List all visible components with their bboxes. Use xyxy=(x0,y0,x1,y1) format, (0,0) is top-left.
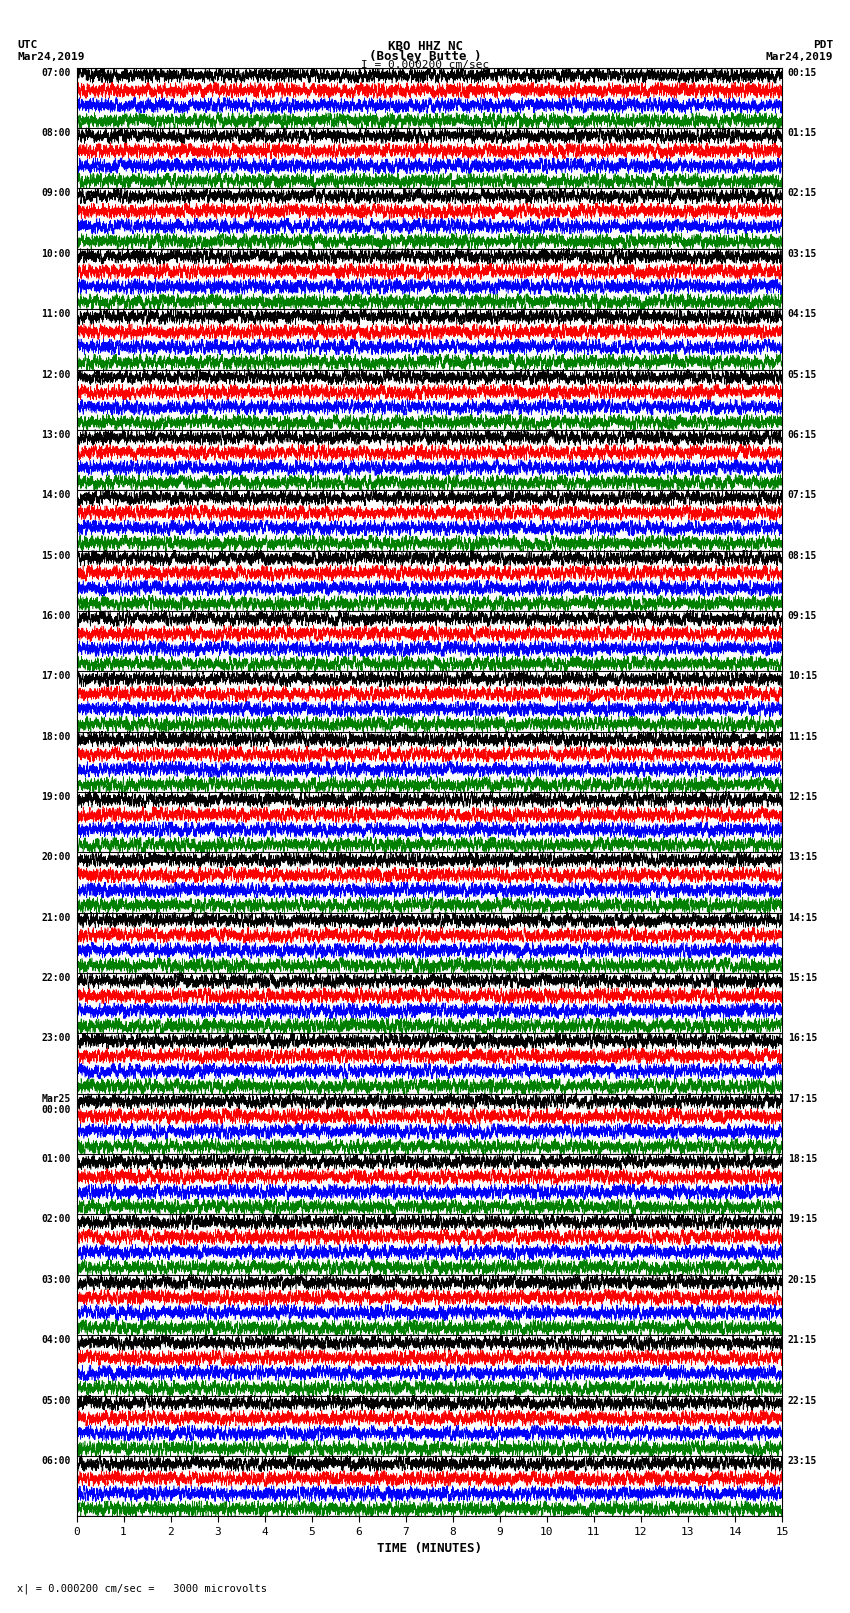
Text: I = 0.000200 cm/sec: I = 0.000200 cm/sec xyxy=(361,60,489,69)
Text: 05:00: 05:00 xyxy=(42,1395,71,1405)
Text: 01:00: 01:00 xyxy=(42,1155,71,1165)
Text: 16:00: 16:00 xyxy=(42,611,71,621)
Text: 02:15: 02:15 xyxy=(788,189,817,198)
Text: (Bosley Butte ): (Bosley Butte ) xyxy=(369,50,481,63)
Text: 08:15: 08:15 xyxy=(788,550,817,561)
Text: 23:00: 23:00 xyxy=(42,1034,71,1044)
Text: 18:15: 18:15 xyxy=(788,1155,817,1165)
Text: 19:00: 19:00 xyxy=(42,792,71,802)
Text: 13:00: 13:00 xyxy=(42,431,71,440)
Text: 22:00: 22:00 xyxy=(42,973,71,982)
Text: 15:00: 15:00 xyxy=(42,550,71,561)
Text: 06:00: 06:00 xyxy=(42,1457,71,1466)
Text: UTC: UTC xyxy=(17,40,37,50)
Text: 09:15: 09:15 xyxy=(788,611,817,621)
Text: 07:15: 07:15 xyxy=(788,490,817,500)
Text: Mar25
00:00: Mar25 00:00 xyxy=(42,1094,71,1115)
Text: 10:15: 10:15 xyxy=(788,671,817,681)
Text: Mar24,2019: Mar24,2019 xyxy=(17,52,84,61)
Text: 20:15: 20:15 xyxy=(788,1274,817,1286)
Text: 04:00: 04:00 xyxy=(42,1336,71,1345)
Text: x| = 0.000200 cm/sec =   3000 microvolts: x| = 0.000200 cm/sec = 3000 microvolts xyxy=(17,1582,267,1594)
Text: 00:15: 00:15 xyxy=(788,68,817,77)
Text: 19:15: 19:15 xyxy=(788,1215,817,1224)
Text: 05:15: 05:15 xyxy=(788,369,817,379)
Text: 03:15: 03:15 xyxy=(788,248,817,258)
Text: 17:15: 17:15 xyxy=(788,1094,817,1103)
X-axis label: TIME (MINUTES): TIME (MINUTES) xyxy=(377,1542,482,1555)
Text: Mar24,2019: Mar24,2019 xyxy=(766,52,833,61)
Text: 22:15: 22:15 xyxy=(788,1395,817,1405)
Text: 09:00: 09:00 xyxy=(42,189,71,198)
Text: 16:15: 16:15 xyxy=(788,1034,817,1044)
Text: 03:00: 03:00 xyxy=(42,1274,71,1286)
Text: 11:15: 11:15 xyxy=(788,732,817,742)
Text: PDT: PDT xyxy=(813,40,833,50)
Text: 12:15: 12:15 xyxy=(788,792,817,802)
Text: 17:00: 17:00 xyxy=(42,671,71,681)
Text: 15:15: 15:15 xyxy=(788,973,817,982)
Text: 23:15: 23:15 xyxy=(788,1457,817,1466)
Text: 12:00: 12:00 xyxy=(42,369,71,379)
Text: 06:15: 06:15 xyxy=(788,431,817,440)
Text: 13:15: 13:15 xyxy=(788,852,817,863)
Text: 04:15: 04:15 xyxy=(788,310,817,319)
Text: KBO HHZ NC: KBO HHZ NC xyxy=(388,40,462,53)
Text: 18:00: 18:00 xyxy=(42,732,71,742)
Text: 07:00: 07:00 xyxy=(42,68,71,77)
Text: 08:00: 08:00 xyxy=(42,127,71,139)
Text: 21:00: 21:00 xyxy=(42,913,71,923)
Text: 10:00: 10:00 xyxy=(42,248,71,258)
Text: 14:15: 14:15 xyxy=(788,913,817,923)
Text: 20:00: 20:00 xyxy=(42,852,71,863)
Text: 14:00: 14:00 xyxy=(42,490,71,500)
Text: 01:15: 01:15 xyxy=(788,127,817,139)
Text: 02:00: 02:00 xyxy=(42,1215,71,1224)
Text: 21:15: 21:15 xyxy=(788,1336,817,1345)
Text: 11:00: 11:00 xyxy=(42,310,71,319)
